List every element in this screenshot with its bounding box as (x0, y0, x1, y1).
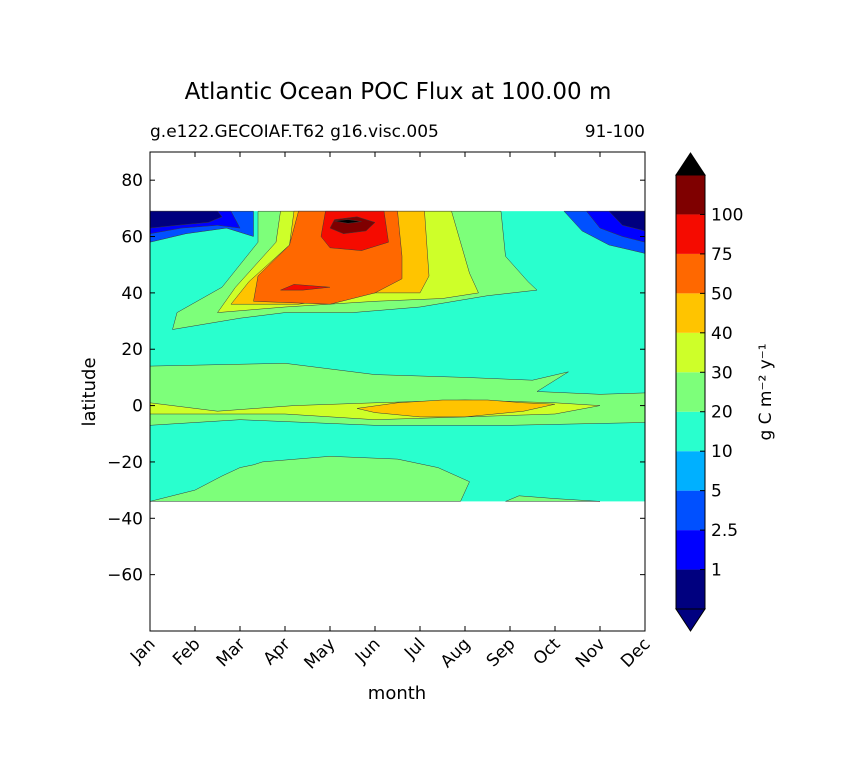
x-tick-label: Dec (617, 634, 654, 671)
colorbar-tick-label: 100 (711, 205, 743, 225)
x-axis-label: month (368, 683, 426, 704)
y-tick-label: 80 (121, 171, 143, 191)
x-tick-label: Mar (213, 634, 250, 671)
colorbar-over-arrow (675, 152, 706, 176)
colorbar-tick-label: 75 (711, 245, 733, 265)
y-tick-label: 40 (121, 284, 143, 304)
contour-band-75 (280, 284, 331, 291)
colorbar-segment (676, 253, 705, 294)
chart-subtitle-left: g.e122.GECOIAF.T62 g16.visc.005 (150, 122, 439, 142)
plot-area: Jan Feb Mar Apr May Jun Jul Aug Sep Oct Nov Dec 80 6… (107, 151, 655, 673)
colorbar-tick-label: 20 (711, 403, 733, 423)
colorbar-tick-label: 5 (711, 482, 722, 502)
x-tick-label: Nov (572, 634, 610, 672)
colorbar-segment (676, 530, 705, 570)
colorbar-segment (676, 569, 705, 609)
colorbar-tick-label: 30 (711, 363, 733, 383)
contour-band-100 (334, 219, 362, 224)
x-tick-label: Aug (437, 634, 475, 672)
colorbar-tick-label: 40 (711, 324, 733, 344)
contour-band-20 (505, 495, 601, 502)
x-tick-label: Jul (400, 634, 429, 663)
colorbar-tick-label: 1 (711, 561, 722, 581)
colorbar-tick-label: 50 (711, 284, 733, 304)
y-tick-label: 0 (132, 397, 143, 417)
contour-band-40 (356, 399, 556, 418)
colorbar-under-arrow (675, 608, 706, 632)
y-axis-ticks: 80 60 40 20 0 −20 −40 −60 (107, 171, 645, 586)
chart-title: Atlantic Ocean POC Flux at 100.00 m (185, 79, 612, 105)
x-tick-label: Oct (530, 634, 565, 669)
y-axis-label: latitude (79, 357, 100, 426)
chart-subtitle-right: 91-100 (585, 122, 645, 142)
x-tick-label: Sep (483, 634, 520, 671)
y-tick-label: −20 (107, 453, 143, 473)
colorbar-segment (676, 451, 705, 491)
x-tick-label: Apr (260, 634, 295, 669)
colorbar-segment (676, 293, 705, 333)
x-tick-label: Jun (351, 634, 385, 668)
colorbar: 1 2.5 5 10 20 30 40 50 75 100 (675, 152, 743, 632)
colorbar-label: g C m⁻² y⁻¹ (756, 343, 776, 440)
x-tick-label: Jan (126, 634, 159, 667)
colorbar-tick-label: 2.5 (711, 521, 738, 541)
colorbar-frame (675, 174, 706, 610)
contour-band-20 (149, 456, 470, 502)
y-tick-label: 60 (121, 228, 143, 248)
y-tick-label: 20 (121, 340, 143, 360)
colorbar-segment (676, 332, 705, 373)
contour-bands (149, 210, 646, 502)
colorbar-segment (676, 214, 705, 254)
x-tick-label: Feb (169, 634, 204, 669)
colorbar-segment (676, 372, 705, 412)
plot-frame (149, 151, 646, 632)
colorbar-segment (676, 175, 705, 215)
x-tick-label: May (301, 634, 340, 673)
colorbar-segment (676, 490, 705, 531)
y-tick-label: −60 (107, 566, 143, 586)
colorbar-tick-label: 10 (711, 442, 733, 462)
y-tick-label: −40 (107, 509, 143, 529)
colorbar-segment (676, 411, 705, 452)
